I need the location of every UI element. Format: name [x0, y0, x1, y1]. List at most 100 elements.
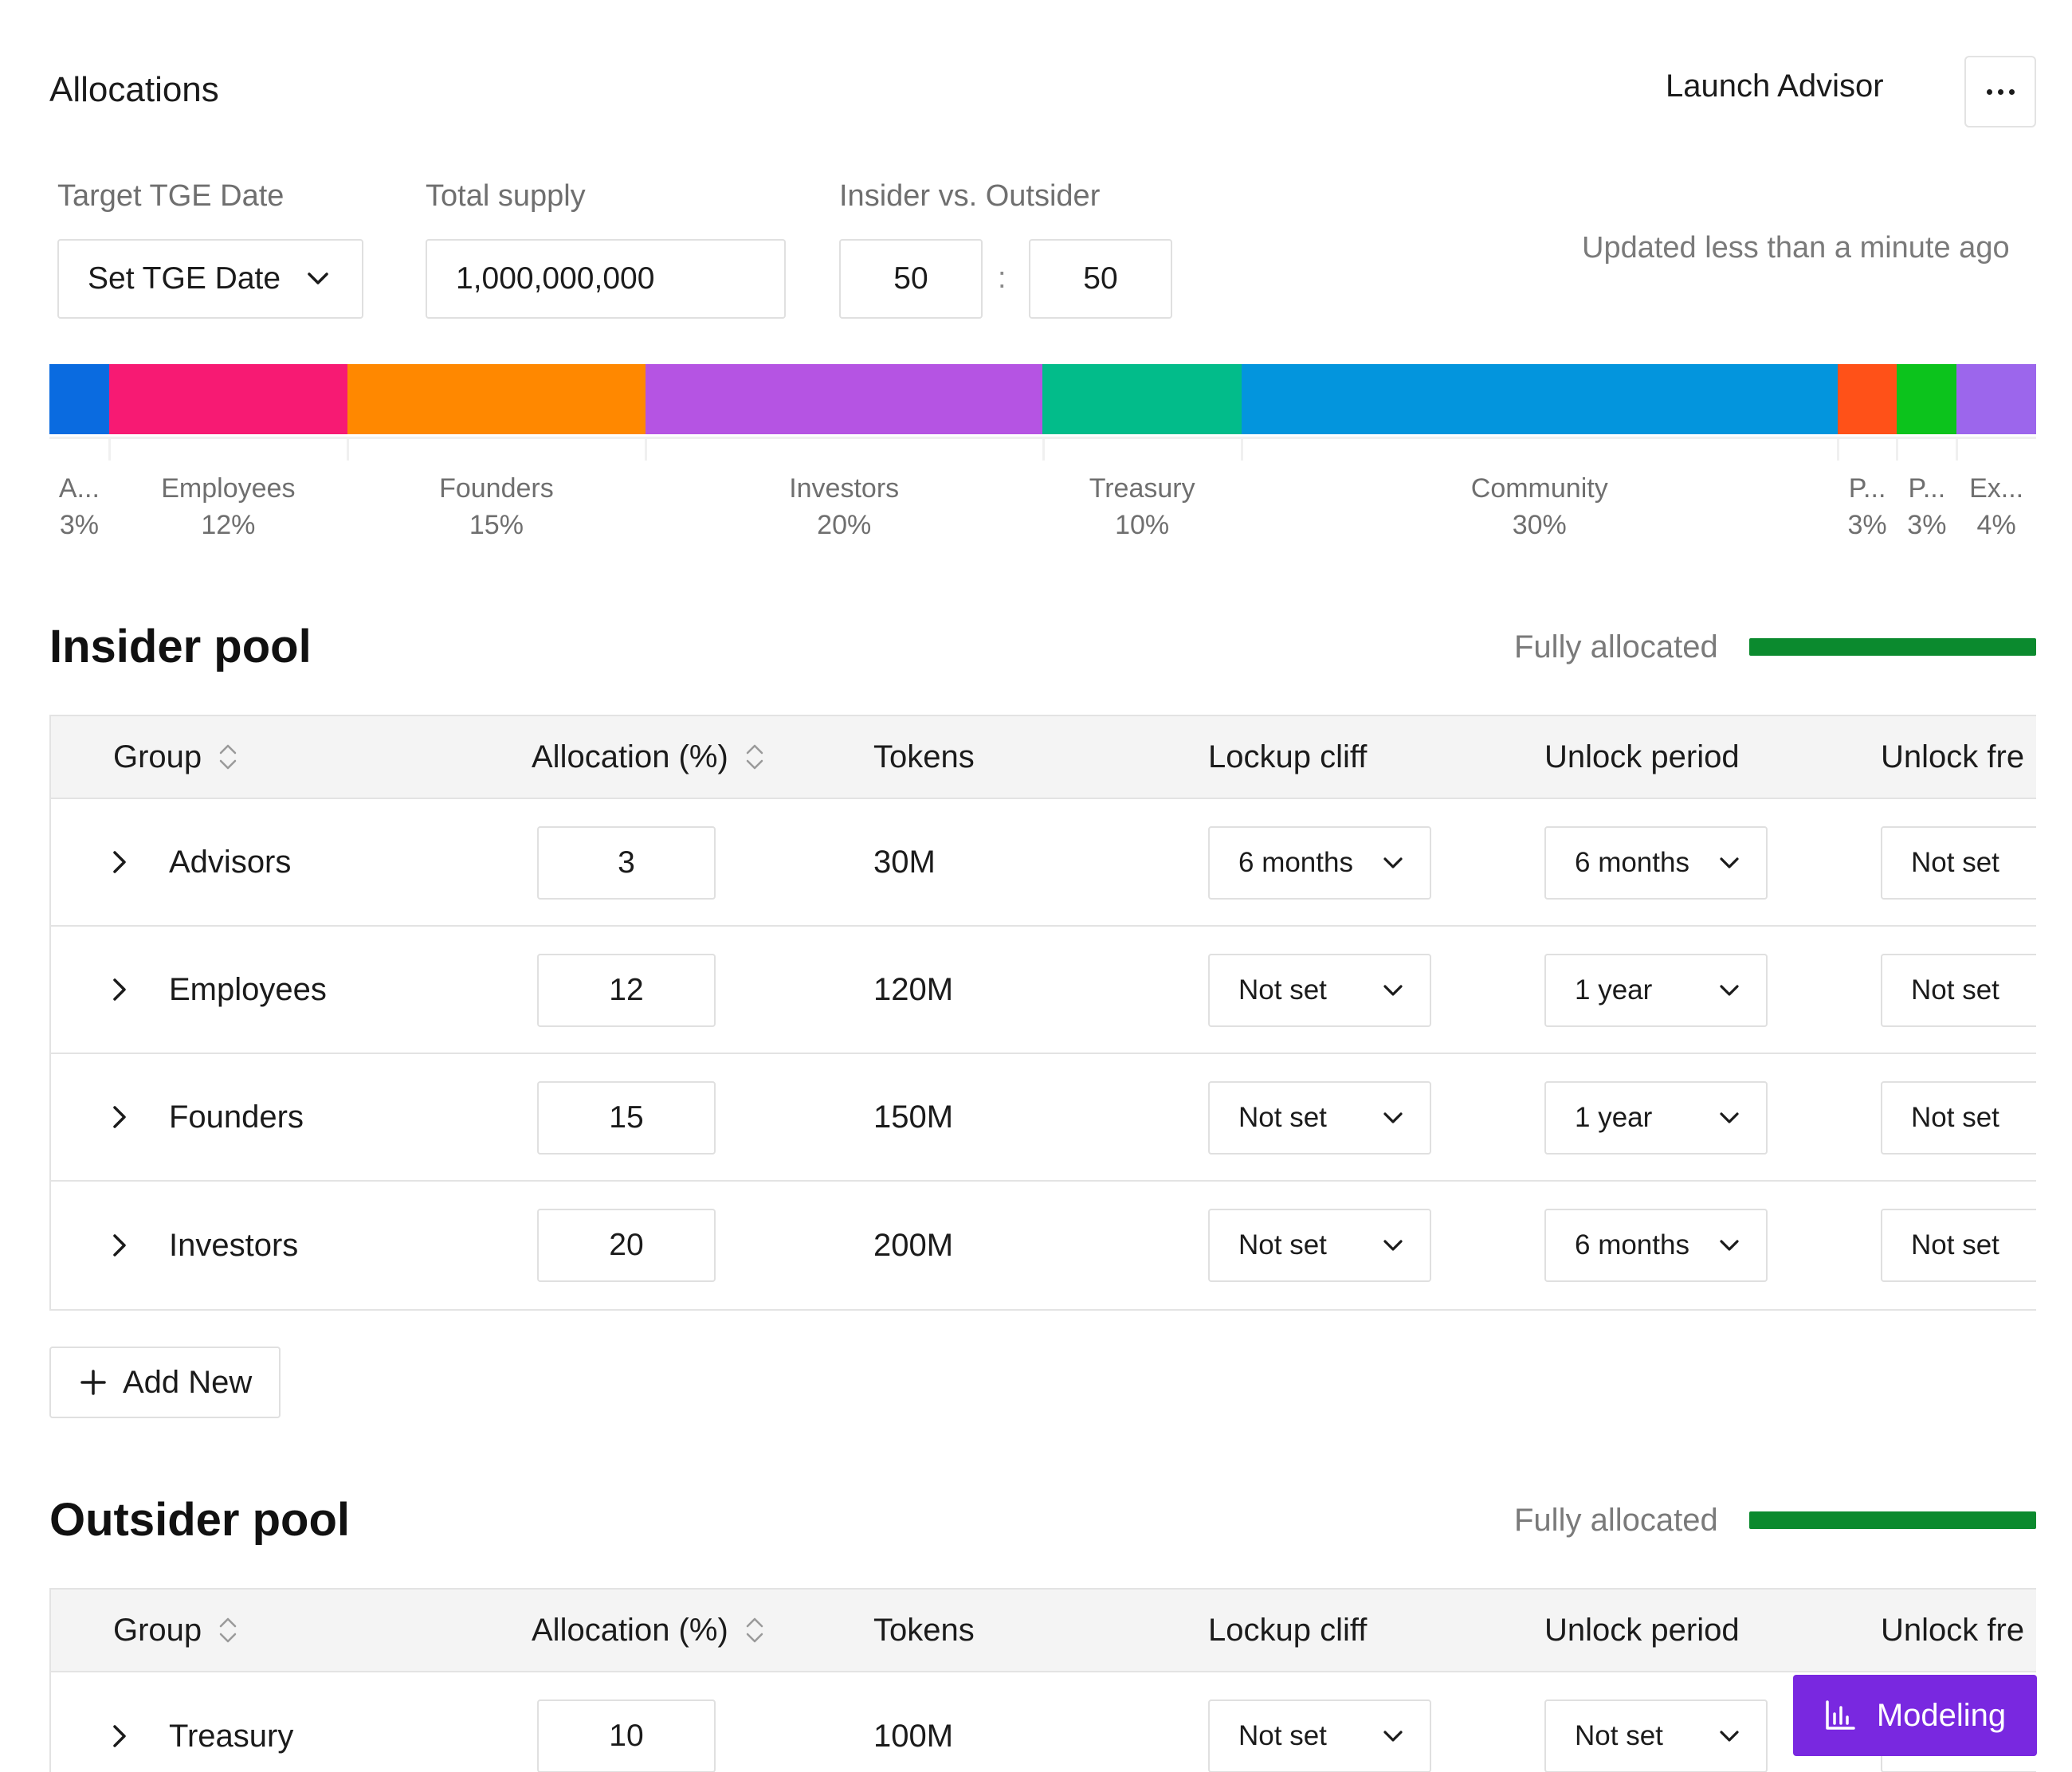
column-header-group[interactable]: Group — [113, 1590, 237, 1671]
expand-row-button[interactable] — [113, 1054, 126, 1180]
column-header-label: Unlock fre — [1881, 739, 2025, 774]
unlock-frequency-select[interactable]: Not set — [1881, 1209, 2036, 1282]
allocation-input[interactable] — [537, 826, 716, 900]
segment-divider — [644, 437, 647, 461]
unlock-period-value: 1 year — [1575, 974, 1653, 1006]
column-header-label: Allocation (%) — [532, 739, 728, 774]
segment-name: P... — [1848, 473, 1886, 504]
segment-name: Ex... — [1969, 473, 2024, 504]
allocation-input[interactable] — [537, 1081, 716, 1155]
unlock-frequency-select[interactable]: Not set — [1881, 954, 2036, 1027]
unlock-period-select[interactable]: 6 months — [1544, 826, 1768, 900]
group-name: Employees — [169, 971, 327, 1007]
lockup-cliff-value: 6 months — [1238, 847, 1353, 878]
chevron-down-icon — [1383, 857, 1403, 868]
insider-ratio-input[interactable] — [839, 239, 983, 319]
modeling-button[interactable]: Modeling — [1793, 1675, 2037, 1756]
insider-pool-status-bar — [1749, 638, 2036, 656]
chevron-down-icon — [1720, 1731, 1739, 1742]
column-header-allocation[interactable]: Allocation (%) — [532, 716, 763, 798]
chevron-down-icon — [1720, 857, 1739, 868]
segment-divider — [1042, 437, 1045, 461]
allocation-segment-label: Ex... 4% — [1956, 470, 2036, 543]
column-header-label: Allocation (%) — [532, 1612, 728, 1648]
segment-name: Community — [1470, 473, 1608, 504]
table-row: Investors 200M Not set 6 months Not set — [51, 1182, 2036, 1309]
segment-name: Founders — [439, 473, 554, 504]
allocation-segment[interactable] — [1837, 364, 1897, 434]
chevron-down-icon — [1383, 985, 1403, 996]
allocation-segment[interactable] — [1042, 364, 1242, 434]
segment-name: Investors — [789, 473, 900, 504]
sort-icon[interactable] — [746, 1617, 763, 1643]
segment-percent: 15% — [469, 510, 524, 540]
allocation-segment[interactable] — [1897, 364, 1957, 434]
lockup-cliff-value: Not set — [1238, 1720, 1327, 1751]
add-new-button[interactable]: Add New — [49, 1347, 281, 1418]
allocation-segment[interactable] — [108, 364, 347, 434]
sort-icon[interactable] — [219, 1617, 237, 1643]
total-supply-label: Total supply — [426, 179, 586, 213]
more-options-button[interactable] — [1964, 56, 2036, 127]
column-header-lockup-cliff: Lockup cliff — [1208, 716, 1367, 798]
tokens-value: 200M — [873, 1227, 954, 1263]
expand-row-button[interactable] — [113, 1672, 126, 1772]
outsider-pool-title: Outsider pool — [49, 1494, 350, 1546]
modeling-label: Modeling — [1876, 1697, 2007, 1733]
column-header-group[interactable]: Group — [113, 716, 237, 798]
allocation-segment[interactable] — [1956, 364, 2036, 434]
allocation-segment-label: Treasury 10% — [1043, 470, 1242, 543]
lockup-cliff-select[interactable]: Not set — [1208, 954, 1431, 1027]
outsider-ratio-input[interactable] — [1029, 239, 1172, 319]
lockup-cliff-select[interactable]: Not set — [1208, 1209, 1431, 1282]
sort-icon[interactable] — [746, 744, 763, 770]
allocation-input[interactable] — [537, 954, 716, 1027]
expand-row-button[interactable] — [113, 799, 126, 925]
unlock-period-select[interactable]: 1 year — [1544, 954, 1768, 1027]
unlock-period-select[interactable]: 1 year — [1544, 1081, 1768, 1155]
total-supply-input[interactable] — [426, 239, 786, 319]
chevron-down-icon — [1720, 1112, 1739, 1123]
unlock-period-select[interactable]: 6 months — [1544, 1209, 1768, 1282]
tokens-value: 100M — [873, 1718, 954, 1754]
lockup-cliff-value: Not set — [1238, 1229, 1327, 1260]
unlock-period-select[interactable]: Not set — [1544, 1699, 1768, 1772]
column-header-tokens: Tokens — [873, 716, 975, 798]
unlock-frequency-select[interactable]: Not set — [1881, 1081, 2036, 1155]
unlock-frequency-value: Not set — [1911, 847, 1999, 878]
segment-name: A... — [58, 473, 100, 504]
unlock-frequency-value: Not set — [1911, 1229, 1999, 1260]
chevron-down-icon — [1383, 1240, 1403, 1251]
tokens-value: 150M — [873, 1099, 954, 1135]
outsider-pool-status: Fully allocated — [1514, 1503, 1718, 1538]
allocation-input[interactable] — [537, 1699, 716, 1772]
allocation-segment[interactable] — [347, 364, 646, 434]
launch-advisor-button[interactable]: Launch Advisor — [1666, 69, 1884, 104]
tokens-value: 120M — [873, 971, 954, 1007]
group-name: Founders — [169, 1099, 304, 1135]
expand-row-button[interactable] — [113, 1182, 126, 1309]
insider-pool-title: Insider pool — [49, 621, 312, 672]
group-name: Advisors — [169, 844, 292, 880]
column-header-allocation[interactable]: Allocation (%) — [532, 1590, 763, 1671]
allocation-segment[interactable] — [645, 364, 1043, 434]
tge-date-label: Target TGE Date — [57, 179, 285, 213]
unlock-frequency-value: Not set — [1911, 974, 1999, 1006]
segment-name: Employees — [161, 473, 296, 504]
chevron-down-icon — [308, 272, 328, 284]
allocation-segment[interactable] — [1241, 364, 1838, 434]
sort-icon[interactable] — [219, 744, 237, 770]
lockup-cliff-select[interactable]: 6 months — [1208, 826, 1431, 900]
chevron-down-icon — [1383, 1731, 1403, 1742]
allocation-segment[interactable] — [49, 364, 109, 434]
lockup-cliff-select[interactable]: Not set — [1208, 1699, 1431, 1772]
lockup-cliff-select[interactable]: Not set — [1208, 1081, 1431, 1155]
outsider-pool-status-bar — [1749, 1511, 2036, 1529]
expand-row-button[interactable] — [113, 927, 126, 1053]
allocation-input[interactable] — [537, 1209, 716, 1282]
tge-date-select[interactable]: Set TGE Date — [57, 239, 363, 319]
unlock-period-value: 6 months — [1575, 1229, 1689, 1260]
chevron-down-icon — [1720, 1240, 1739, 1251]
segment-divider — [108, 437, 111, 461]
unlock-frequency-select[interactable]: Not set — [1881, 826, 2036, 900]
